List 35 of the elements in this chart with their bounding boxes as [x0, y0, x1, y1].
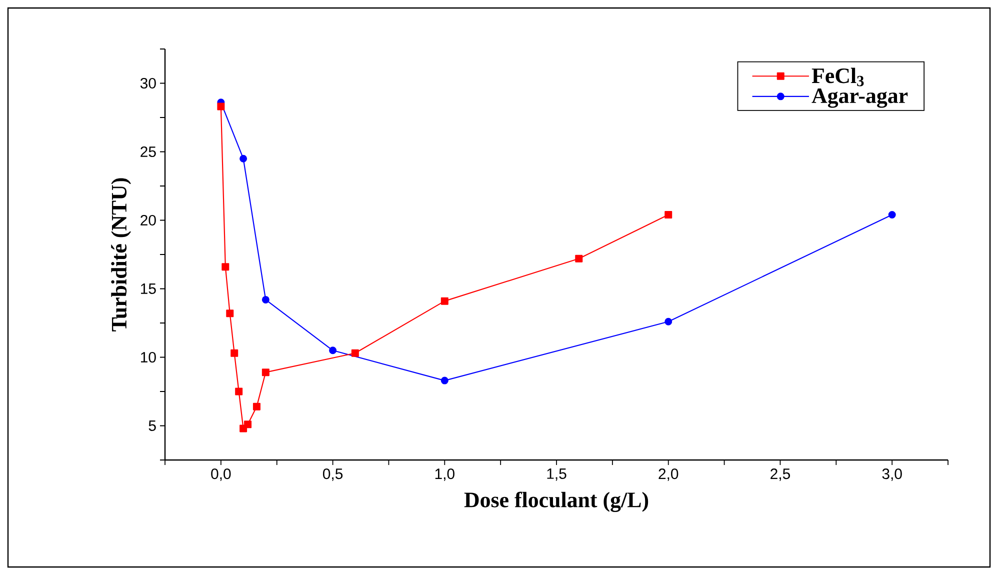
- x-tick-label: 0,5: [322, 468, 343, 481]
- point: [664, 211, 672, 219]
- x-tick-label: 3,0: [882, 468, 902, 481]
- x-tick-label: 2,0: [658, 468, 678, 481]
- point: [329, 346, 337, 354]
- point: [217, 102, 225, 110]
- y-tick-label: 5: [148, 420, 156, 431]
- y-tick-label: 25: [140, 146, 156, 158]
- point: [222, 263, 230, 271]
- point: [252, 402, 260, 410]
- y-tick-label: 20: [140, 214, 156, 226]
- point: [262, 368, 270, 376]
- y-tick-label: 30: [140, 78, 156, 89]
- point: [440, 297, 448, 305]
- point: [226, 310, 234, 318]
- point: [235, 388, 243, 396]
- y-axis-title: Turbidité (NTU): [111, 178, 132, 332]
- x-tick-label: 0,0: [211, 468, 231, 481]
- x-tick-label: 1,0: [435, 468, 454, 481]
- point: [440, 376, 448, 384]
- legend-label: Agar-agar: [812, 88, 908, 108]
- point: [664, 318, 672, 326]
- legend-label: FeCl$_{3}$: [812, 68, 864, 86]
- point: [351, 349, 359, 357]
- y-tick-label: 15: [141, 284, 156, 294]
- point: [240, 154, 248, 162]
- x-tick-label: 1,5: [547, 468, 566, 481]
- point: [575, 254, 583, 262]
- y-tick-label: 10: [141, 352, 156, 363]
- x-tick-label: 2,5: [770, 468, 790, 481]
- point: [244, 420, 252, 428]
- point: [888, 211, 896, 219]
- point: [262, 296, 270, 304]
- x-axis-title: Dose floculant (g/L): [464, 492, 648, 512]
- point: [230, 349, 238, 357]
